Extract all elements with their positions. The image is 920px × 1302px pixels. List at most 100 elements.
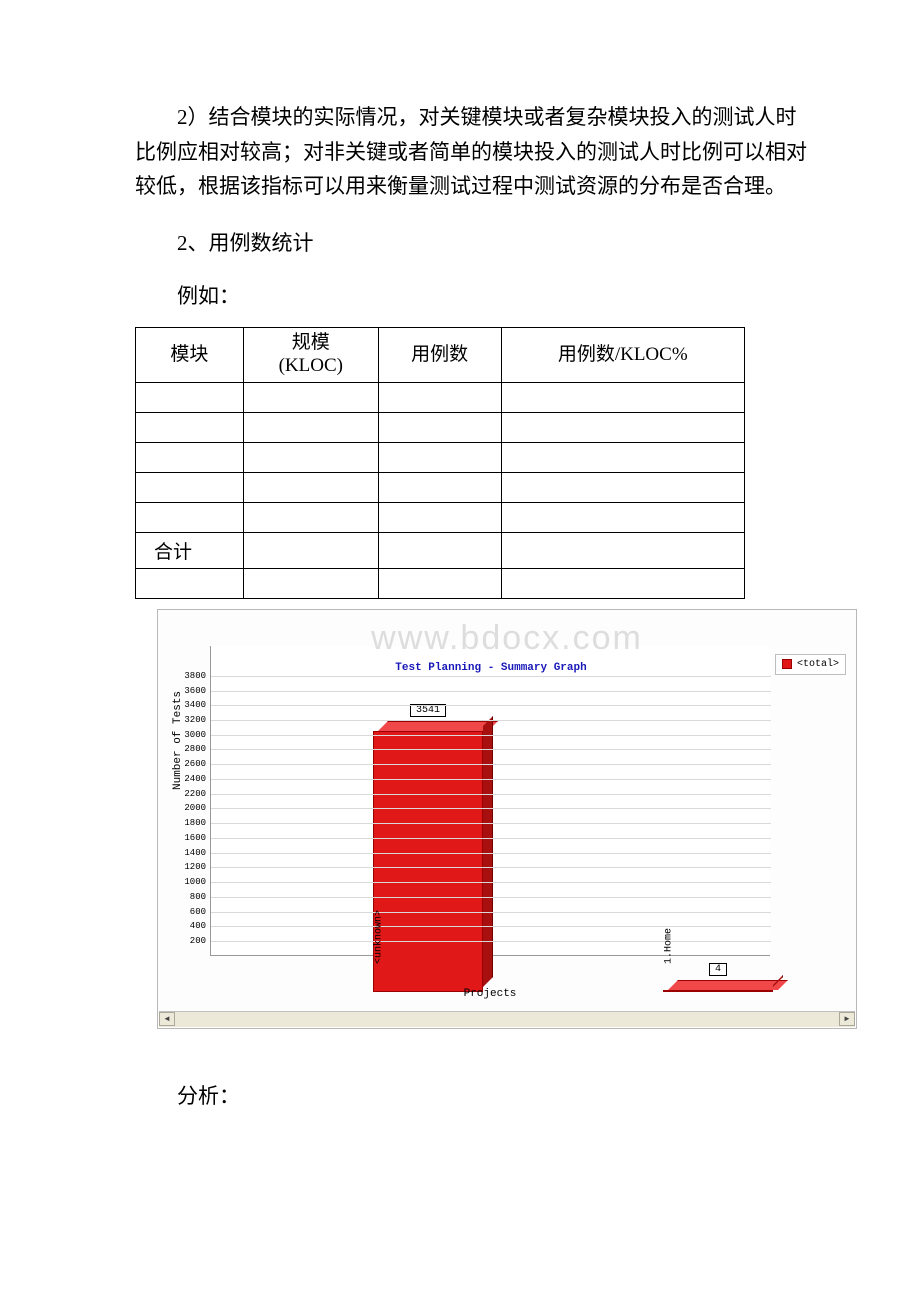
table-row: [136, 412, 745, 442]
chart-title: Test Planning - Summary Graph: [211, 662, 771, 674]
table-cell: [136, 472, 244, 502]
x-category-label: <unknown>: [374, 910, 385, 964]
table-cell: 合计: [136, 532, 244, 568]
y-tick-label: 1000: [184, 877, 206, 887]
y-tick-label: 3000: [184, 730, 206, 740]
bar-front: [373, 731, 483, 992]
gridline: [211, 764, 771, 765]
table-cell: [136, 442, 244, 472]
gridline: [211, 691, 771, 692]
gridline: [211, 705, 771, 706]
y-tick-label: 3600: [184, 686, 206, 696]
table-cell: [501, 412, 745, 442]
horizontal-scrollbar[interactable]: ◄ ►: [159, 1011, 855, 1027]
table-cell: [243, 502, 378, 532]
gridline: [211, 926, 771, 927]
usecase-table: 模块规模(KLOC)用例数用例数/KLOC% 合计: [135, 327, 745, 599]
table-cell: [378, 442, 501, 472]
table-row: [136, 502, 745, 532]
gridline: [211, 897, 771, 898]
chart-container: www.bdocx.com Test Planning - Summary Gr…: [157, 609, 857, 1029]
table-cell: [378, 412, 501, 442]
table-row: [136, 472, 745, 502]
legend-swatch: [782, 659, 792, 669]
y-tick-label: 1200: [184, 862, 206, 872]
plot-area: Test Planning - Summary Graph 35414: [210, 646, 770, 956]
bar-top-face: [378, 721, 498, 731]
table-row: [136, 568, 745, 598]
table-header-cell: 规模(KLOC): [243, 328, 378, 383]
gridline: [211, 823, 771, 824]
gridline: [211, 853, 771, 854]
y-tick-label: 400: [190, 921, 206, 931]
y-tick-label: 800: [190, 892, 206, 902]
table-cell: [243, 532, 378, 568]
bar-side-face: [483, 716, 493, 987]
table-cell: [501, 382, 745, 412]
table-cell: [501, 442, 745, 472]
y-tick-label: 2800: [184, 744, 206, 754]
gridline: [211, 912, 771, 913]
table-cell: [501, 532, 745, 568]
legend-label: <total>: [797, 659, 839, 670]
x-category-label: 1.Home: [664, 928, 675, 964]
gridline: [211, 749, 771, 750]
section-heading-usecase-stats: 2、用例数统计: [135, 226, 810, 261]
y-tick-label: 3400: [184, 700, 206, 710]
document-page: 2）结合模块的实际情况，对关键模块或者复杂模块投入的测试人时比例应相对较高；对非…: [0, 0, 920, 1195]
gridline: [211, 735, 771, 736]
table-cell: [243, 382, 378, 412]
table-cell: [243, 412, 378, 442]
table-cell: [501, 472, 745, 502]
bars-layer: 35414: [263, 682, 823, 992]
scroll-right-button[interactable]: ►: [839, 1012, 855, 1026]
y-tick-label: 2600: [184, 759, 206, 769]
gridline: [211, 867, 771, 868]
bar-value-label: 4: [709, 963, 727, 976]
y-tick-label: 1600: [184, 833, 206, 843]
y-tick-label: 1800: [184, 818, 206, 828]
gridline: [211, 941, 771, 942]
y-tick-label: 2400: [184, 774, 206, 784]
table-cell: [243, 472, 378, 502]
gridline: [211, 794, 771, 795]
chart-box: Test Planning - Summary Graph 35414 200 4…: [157, 609, 857, 1029]
chart-legend: <total>: [775, 654, 846, 675]
table-cell: [501, 502, 745, 532]
y-tick-label: 2000: [184, 803, 206, 813]
table-row: [136, 382, 745, 412]
analysis-label: 分析：: [135, 1079, 810, 1114]
table-header-row: 模块规模(KLOC)用例数用例数/KLOC%: [136, 328, 745, 383]
table-row: [136, 442, 745, 472]
paragraph-1: 2）结合模块的实际情况，对关键模块或者复杂模块投入的测试人时比例应相对较高；对非…: [135, 100, 810, 204]
gridline: [211, 808, 771, 809]
example-label: 例如：: [135, 279, 810, 314]
table-cell: [378, 532, 501, 568]
table-cell: [136, 502, 244, 532]
table-body: 合计: [136, 382, 745, 598]
table-cell: [378, 568, 501, 598]
y-tick-label: 3800: [184, 671, 206, 681]
table-header-cell: 用例数/KLOC%: [501, 328, 745, 383]
bar: [373, 721, 493, 992]
y-tick-label: 1400: [184, 848, 206, 858]
table-header-cell: 模块: [136, 328, 244, 383]
gridline: [211, 838, 771, 839]
table-cell: [243, 568, 378, 598]
table-cell: [378, 502, 501, 532]
table-cell: [378, 382, 501, 412]
gridline: [211, 779, 771, 780]
y-tick-label: 600: [190, 907, 206, 917]
table-header-cell: 用例数: [378, 328, 501, 383]
table-cell: [136, 412, 244, 442]
scroll-left-button[interactable]: ◄: [159, 1012, 175, 1026]
table-cell: [243, 442, 378, 472]
x-axis-label: Projects: [210, 988, 770, 1000]
gridline: [211, 720, 771, 721]
table-cell: [378, 472, 501, 502]
y-tick-label: 200: [190, 936, 206, 946]
table-cell: [136, 382, 244, 412]
y-axis-label: Number of Tests: [172, 691, 184, 790]
gridline: [211, 882, 771, 883]
y-tick-label: 3200: [184, 715, 206, 725]
